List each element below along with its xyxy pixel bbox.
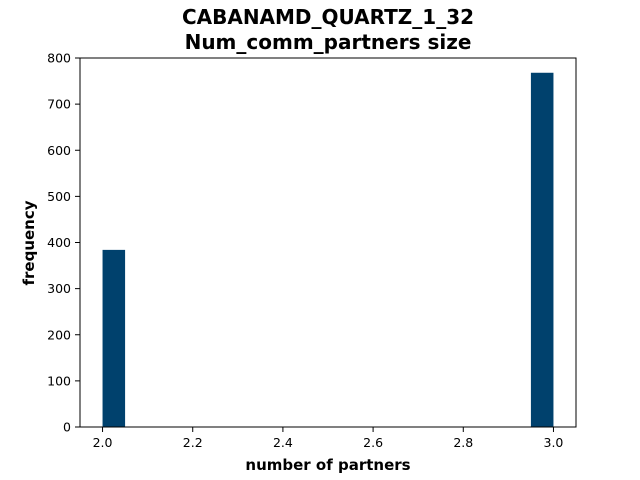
chart-title-line1: CABANAMD_QUARTZ_1_32	[182, 5, 474, 29]
y-tick-label: 0	[63, 420, 71, 435]
x-tick-label: 2.8	[453, 435, 473, 450]
bars-layer	[102, 72, 554, 427]
histogram-bar-0	[102, 249, 126, 427]
y-axis-ticks: 0 100 200 300 400 500 600 700 800	[47, 51, 80, 435]
x-tick-label: 2.4	[273, 435, 293, 450]
y-tick-label: 800	[47, 51, 71, 66]
x-tick-label: 3.0	[544, 435, 564, 450]
y-tick-label: 600	[47, 143, 71, 158]
y-axis-label: frequency	[20, 200, 38, 285]
y-tick-label: 200	[47, 327, 71, 342]
x-tick-label: 2.6	[363, 435, 383, 450]
x-axis-ticks: 2.0 2.2 2.4 2.6 2.8 3.0	[93, 427, 564, 450]
chart-title-line2: Num_comm_partners size	[185, 30, 472, 54]
y-tick-label: 100	[47, 373, 71, 388]
y-tick-label: 300	[47, 281, 71, 296]
plot-frame	[79, 57, 577, 428]
histogram-bar-1	[530, 72, 554, 427]
y-tick-label: 700	[47, 97, 71, 112]
y-tick-label: 400	[47, 235, 71, 250]
x-tick-label: 2.2	[183, 435, 203, 450]
x-tick-label: 2.0	[93, 435, 113, 450]
x-axis-label: number of partners	[245, 456, 410, 474]
y-tick-label: 500	[47, 189, 71, 204]
